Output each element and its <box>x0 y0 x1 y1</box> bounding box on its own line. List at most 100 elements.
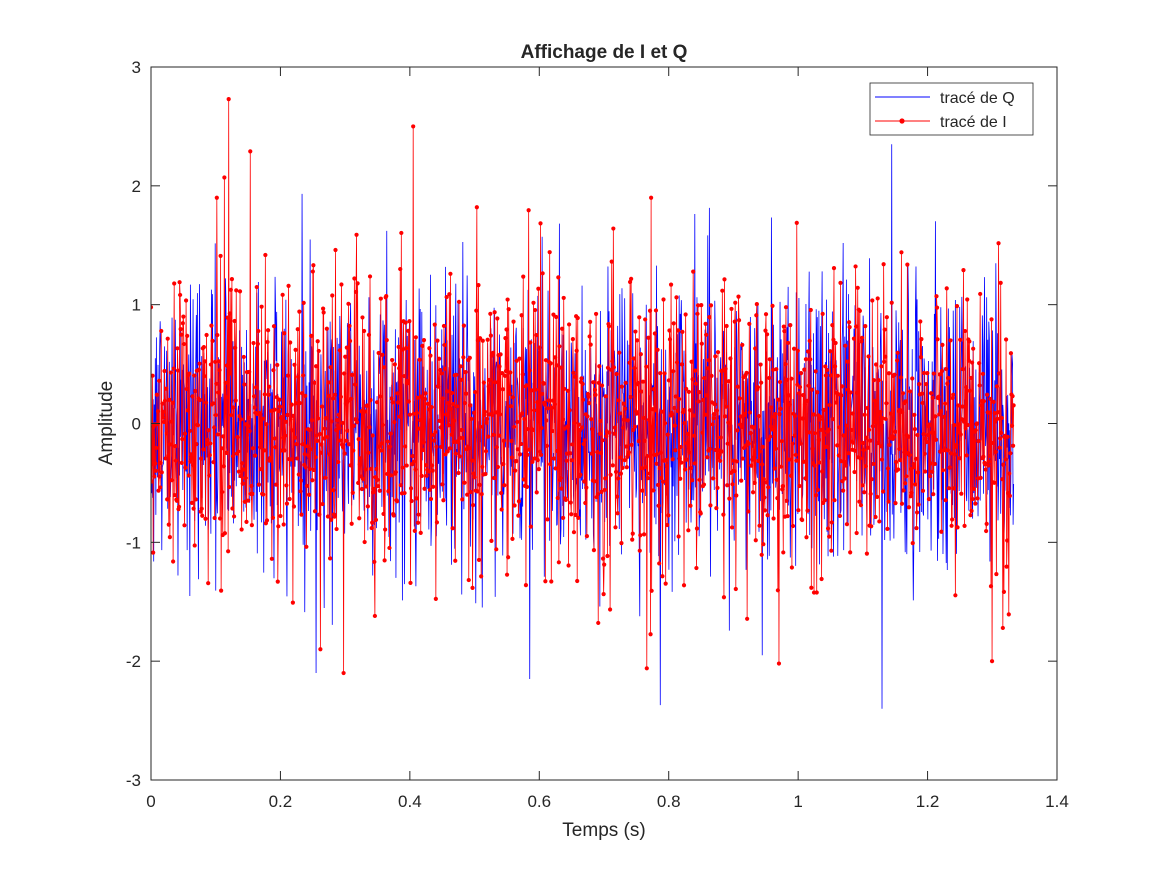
series-i-point <box>639 389 644 394</box>
series-i-point <box>785 513 790 519</box>
series-i-point <box>272 407 277 412</box>
series-i-point <box>422 396 428 402</box>
series-i-point <box>646 335 651 340</box>
series-i-point <box>408 486 414 491</box>
series-i-point <box>396 344 401 350</box>
series-i-point <box>275 362 280 368</box>
series-i-point <box>459 377 464 382</box>
series-i-point <box>351 423 356 429</box>
series-i-point <box>451 401 456 407</box>
series-i-point <box>243 475 248 481</box>
series-i-point <box>299 512 304 517</box>
series-i-point <box>618 471 623 476</box>
series-i-point <box>590 427 595 432</box>
series-i-point <box>783 362 788 367</box>
series-i-point <box>791 346 797 351</box>
series-i-point <box>359 409 364 414</box>
series-i-point <box>385 471 390 477</box>
series-i-point <box>360 315 365 320</box>
series-i-point <box>247 369 252 375</box>
series-i-point <box>779 464 784 469</box>
series-i-point <box>784 377 790 382</box>
series-i-point <box>973 428 978 433</box>
series-i-point <box>565 388 571 393</box>
series-i-point <box>624 465 629 470</box>
series-i-point <box>247 429 252 434</box>
series-i-point <box>786 393 791 398</box>
series-i-point <box>386 489 391 494</box>
series-i-point <box>872 398 878 403</box>
series-i-point <box>828 373 833 378</box>
series-i-point <box>526 427 531 432</box>
series-i-point <box>599 383 605 388</box>
series-i-point <box>321 310 326 315</box>
series-i-point <box>687 450 692 455</box>
series-i-point <box>723 404 729 409</box>
series-i-point <box>907 389 913 394</box>
series-i-point <box>216 359 222 364</box>
series-i-point <box>1011 403 1016 408</box>
series-i-point <box>569 458 574 463</box>
series-i-point <box>995 410 1001 415</box>
series-i-point <box>811 412 816 417</box>
series-i-point <box>882 327 887 332</box>
series-i-point <box>214 381 219 386</box>
series-i-point <box>413 335 418 340</box>
series-i-point <box>781 550 786 555</box>
series-i-point <box>521 274 526 279</box>
series-i-point <box>693 368 698 373</box>
series-i-point <box>863 464 868 469</box>
series-i-point <box>373 517 379 522</box>
series-i-point <box>962 523 967 528</box>
series-i-point <box>803 357 809 362</box>
series-i-point <box>200 513 205 518</box>
series-i-point <box>201 344 206 350</box>
series-i-point <box>486 434 491 439</box>
series-i-point <box>788 473 793 478</box>
series-i-point <box>271 368 276 373</box>
series-i-point <box>152 474 157 479</box>
series-i-point <box>270 515 276 520</box>
series-i-point <box>812 463 817 468</box>
series-i-point <box>185 408 190 413</box>
series-i-point <box>246 498 251 503</box>
series-i-point <box>438 425 443 430</box>
series-i-point <box>676 534 681 539</box>
series-i-point <box>441 498 446 503</box>
series-i-point <box>773 411 778 417</box>
series-i-point <box>348 463 353 468</box>
series-i-point <box>923 436 928 441</box>
series-i-point <box>352 276 357 281</box>
series-i-point <box>252 405 257 410</box>
series-i-point <box>605 365 611 370</box>
series-i-point <box>331 488 336 493</box>
series-i-point <box>700 430 705 435</box>
series-i-point <box>804 398 810 403</box>
series-i-point <box>770 303 775 308</box>
series-i-point <box>534 333 539 338</box>
series-i-point <box>155 422 160 427</box>
series-i-point <box>914 525 919 531</box>
series-i-point <box>827 534 832 539</box>
series-i-point <box>461 355 466 360</box>
series-i-point <box>207 473 212 478</box>
series-i-point <box>726 379 731 384</box>
series-i-point <box>424 473 429 478</box>
series-i-point <box>672 405 677 411</box>
series-i-point <box>717 452 722 457</box>
series-i-point <box>726 420 731 425</box>
series-i-point <box>931 492 936 497</box>
series-i-point <box>395 400 401 405</box>
series-i-point <box>721 595 727 600</box>
series-i-point <box>501 462 506 467</box>
series-i-point <box>632 366 637 371</box>
series-i-point <box>512 503 517 508</box>
series-i-point <box>214 195 219 200</box>
series-i-point <box>1000 625 1005 631</box>
series-i-point <box>967 388 973 393</box>
series-i-point <box>551 456 557 461</box>
series-i-point <box>796 391 802 396</box>
series-i-point <box>513 468 518 473</box>
series-i-point <box>550 398 556 403</box>
series-i-point <box>518 441 524 447</box>
